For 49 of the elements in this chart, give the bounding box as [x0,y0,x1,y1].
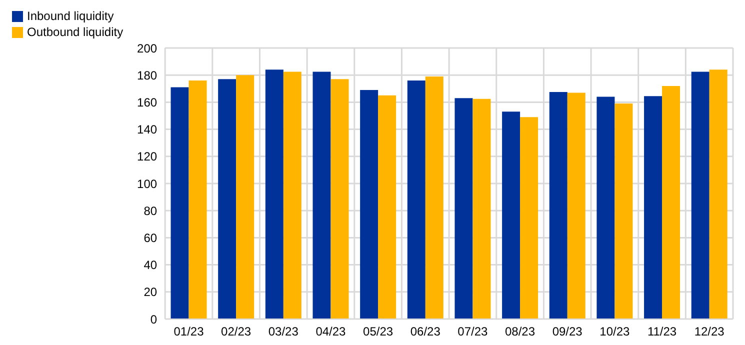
bar [218,79,236,319]
bar [265,70,284,319]
y-tick-label: 200 [137,41,158,56]
x-tick-label: 07/23 [458,324,488,339]
bar [407,80,426,319]
x-tick-label: 03/23 [268,324,299,339]
bar [520,117,538,319]
bar [236,75,254,319]
y-tick-label: 100 [137,176,158,191]
bar [662,86,680,319]
bar [567,92,586,319]
x-tick-label: 12/23 [694,324,725,339]
bar [596,96,615,319]
legend-label: Outbound liquidity [27,25,124,39]
y-tick-label: 20 [144,285,158,300]
x-tick-label: 02/23 [221,324,252,339]
y-tick-label: 0 [150,312,158,326]
bar [502,112,520,319]
bar [425,76,444,319]
bar [312,72,331,319]
legend-label: Inbound liquidity [27,9,114,23]
y-tick-label: 120 [137,150,158,164]
x-tick-label: 05/23 [363,324,394,339]
bar [709,70,728,319]
bar [644,96,662,319]
x-tick-label: 09/23 [552,324,583,339]
x-tick-label: 10/23 [600,324,630,339]
y-tick-label: 60 [144,230,158,245]
bar [472,98,491,319]
bar [188,80,207,319]
bar [330,79,349,319]
x-tick-label: 01/23 [174,324,204,339]
bar [378,95,396,319]
x-tick-label: 06/23 [410,324,441,339]
bar [614,104,633,319]
y-tick-label: 40 [144,258,158,272]
y-tick-label: 180 [137,68,158,82]
bar [170,87,189,319]
x-tick-label: 11/23 [647,324,677,339]
y-tick-label: 140 [137,122,158,137]
bar [549,92,568,319]
bar [283,72,302,319]
x-tick-label: 08/23 [505,324,536,339]
y-tick-label: 80 [144,204,158,218]
x-tick-label: 04/23 [316,324,346,339]
bar [691,72,710,319]
bar [454,98,473,319]
y-tick-label: 160 [137,95,158,110]
bar [360,90,378,319]
